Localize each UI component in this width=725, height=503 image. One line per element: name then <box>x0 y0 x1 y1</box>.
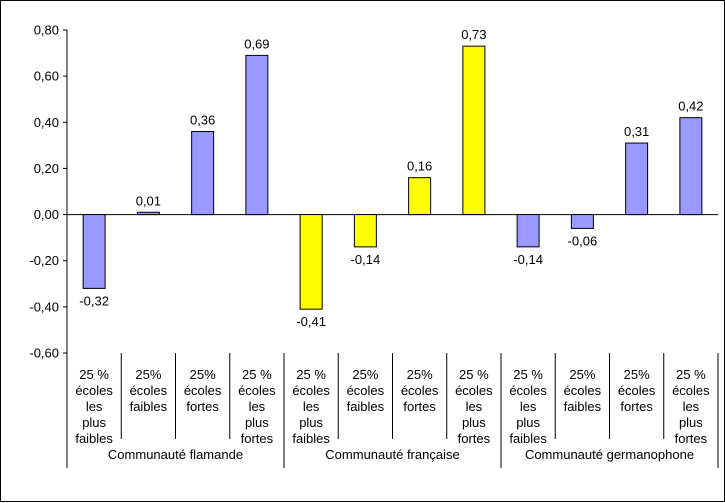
bar <box>353 214 377 248</box>
bar <box>245 54 269 216</box>
data-label: 0,31 <box>624 124 649 139</box>
y-tick-label: 0,00 <box>34 207 59 222</box>
bar <box>408 177 432 216</box>
group-label: Communauté germanophone <box>525 447 694 462</box>
bar <box>462 45 486 216</box>
bar <box>82 214 106 289</box>
group-label: Communauté française <box>325 447 459 462</box>
x-tick-label: 25 % écoles les plus fortes <box>455 367 493 446</box>
bar <box>516 214 540 248</box>
data-label: 0,01 <box>136 193 161 208</box>
x-tick-label: 25 % écoles les plus faibles <box>509 367 547 446</box>
y-tick-label: -0,40 <box>29 299 59 314</box>
y-tick-label: -0,60 <box>29 346 59 361</box>
data-label: -0,41 <box>296 314 326 329</box>
data-label: 0,69 <box>244 36 269 51</box>
data-label: 0,36 <box>190 113 215 128</box>
bar <box>299 214 323 310</box>
bar <box>679 117 703 216</box>
x-tick-label: 25 % écoles les plus fortes <box>672 367 710 446</box>
bar <box>191 131 215 216</box>
data-label: -0,14 <box>513 252 543 267</box>
x-tick-label: 25% écoles fortes <box>401 367 439 414</box>
y-tick-label: 0,80 <box>34 23 59 38</box>
x-tick-label: 25 % écoles les plus faibles <box>292 367 330 446</box>
data-label: -0,06 <box>568 233 598 248</box>
x-tick-label: 25% écoles fortes <box>184 367 222 414</box>
y-tick-label: 0,60 <box>34 69 59 84</box>
bar <box>570 214 594 229</box>
x-tick-label: 25 % écoles les plus fortes <box>238 367 276 446</box>
data-label: 0,42 <box>678 99 703 114</box>
y-tick-label: -0,20 <box>29 253 59 268</box>
bar <box>136 211 160 216</box>
x-tick-label: 25% écoles fortes <box>618 367 656 414</box>
x-tick-label: 25% écoles faibles <box>130 367 168 414</box>
y-tick-label: 0,20 <box>34 161 59 176</box>
data-label: -0,32 <box>79 293 109 308</box>
data-label: -0,14 <box>351 252 381 267</box>
y-tick-label: 0,40 <box>34 115 59 130</box>
data-label: 0,16 <box>407 159 432 174</box>
x-tick-label: 25% écoles faibles <box>564 367 602 414</box>
group-label: Communauté flamande <box>108 447 243 462</box>
x-tick-label: 25% écoles faibles <box>347 367 385 414</box>
data-label: 0,73 <box>461 27 486 42</box>
x-tick-label: 25 % écoles les plus faibles <box>75 367 113 446</box>
bar <box>625 142 649 216</box>
